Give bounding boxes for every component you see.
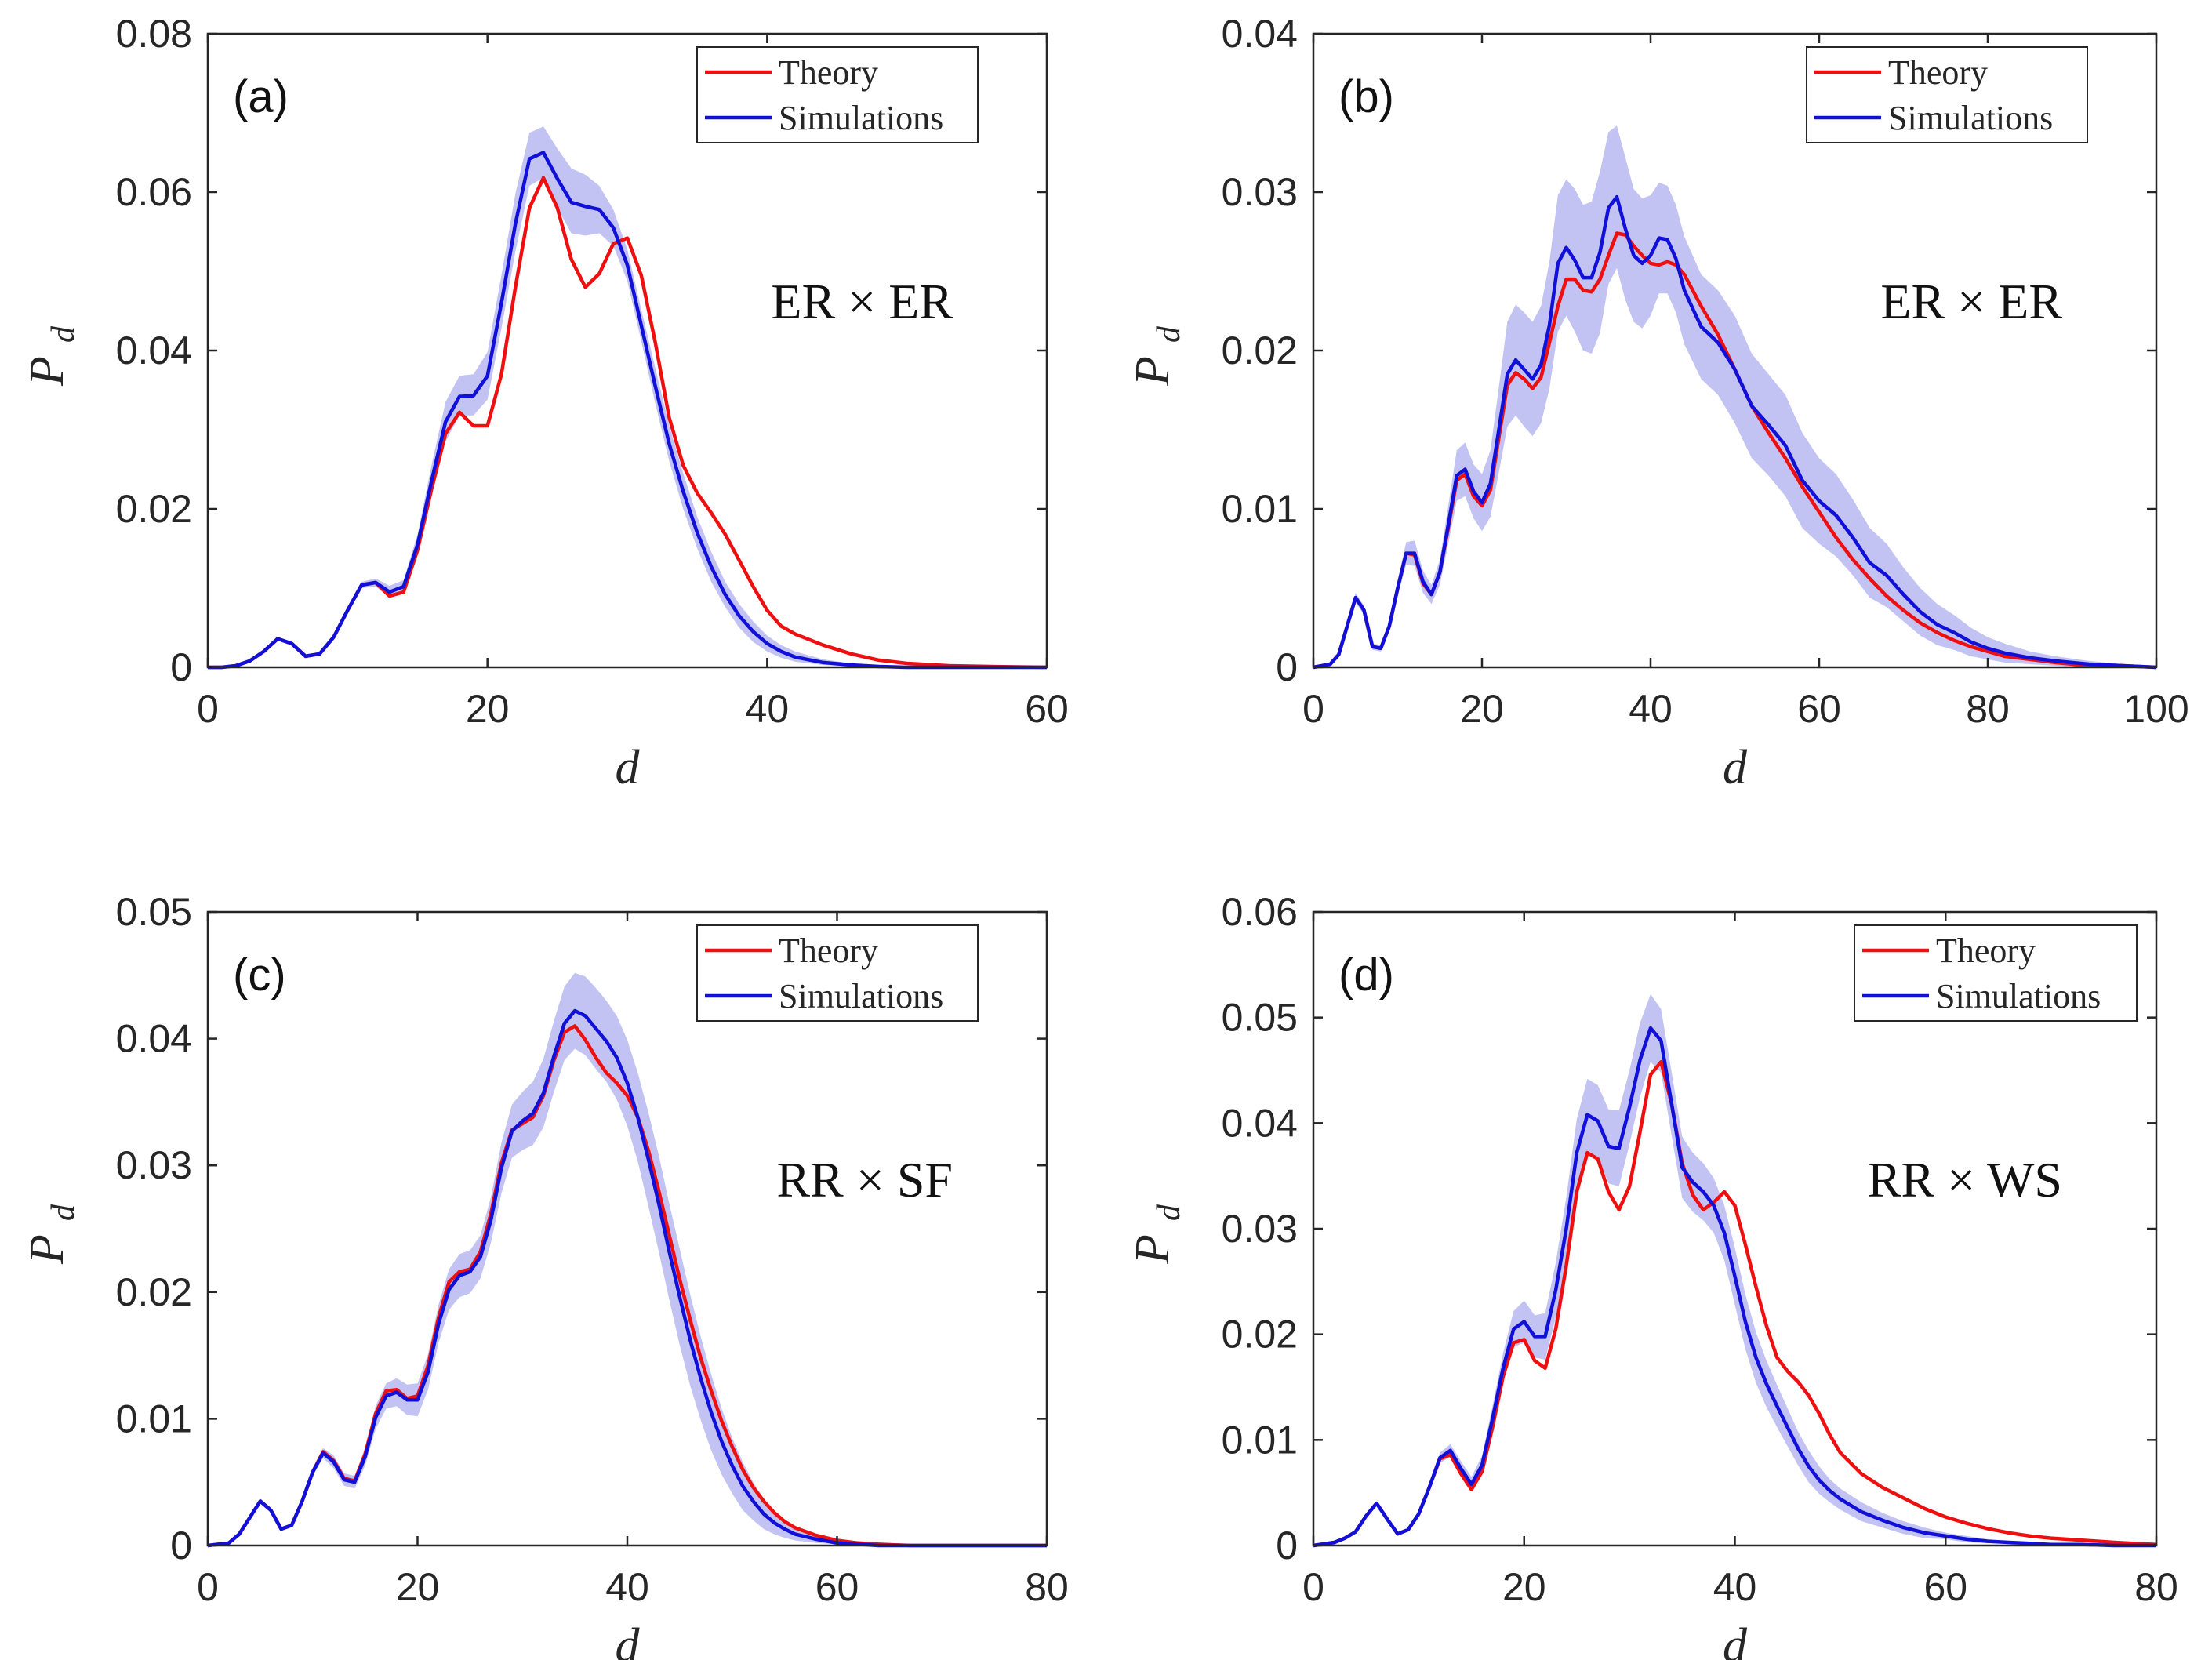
x-tick-label: 0	[197, 1565, 219, 1609]
y-tick-label: 0.05	[116, 890, 192, 934]
y-tick-label: 0.05	[1222, 996, 1298, 1040]
x-axis-label: d	[616, 1619, 641, 1660]
y-axis-label-main: P	[20, 356, 74, 387]
y-axis-label-main: P	[20, 1234, 74, 1265]
y-tick-label: 0.03	[1222, 170, 1298, 214]
x-tick-label: 40	[746, 687, 790, 731]
x-tick-label: 80	[2134, 1565, 2178, 1609]
y-tick-label: 0.03	[1222, 1207, 1298, 1251]
y-tick-label: 0	[1276, 645, 1298, 689]
legend-box	[1806, 46, 2088, 143]
x-tick-label: 80	[1025, 1565, 1069, 1609]
legend-simulations-label: Simulations	[1888, 99, 2053, 137]
simulations-line	[208, 151, 1047, 670]
legend-theory-label: Theory	[779, 53, 878, 92]
x-axis-label: d	[616, 741, 641, 794]
legend-theory-label: Theory	[779, 932, 878, 970]
y-tick-label: 0.02	[116, 1270, 192, 1314]
y-tick-label: 0	[170, 645, 192, 689]
x-tick-label: 20	[466, 687, 510, 731]
x-tick-label: 40	[1629, 687, 1673, 731]
x-tick-label: 20	[396, 1565, 440, 1609]
y-tick-label: 0.04	[1222, 12, 1298, 56]
simulations-band	[208, 972, 1047, 1546]
x-tick-label: 20	[1502, 1565, 1546, 1609]
legend: Theory Simulations	[1854, 924, 2138, 1022]
y-tick-label: 0.01	[116, 1397, 192, 1440]
network-label: ER × ER	[771, 274, 953, 329]
y-tick-label: 0.06	[116, 170, 192, 214]
x-tick-label: 0	[1302, 687, 1324, 731]
x-tick-label: 40	[605, 1565, 649, 1609]
y-tick-label: 0.04	[1222, 1101, 1298, 1145]
legend-box	[1854, 924, 2138, 1022]
panel-label: (b)	[1338, 71, 1394, 122]
legend: Theory Simulations	[696, 46, 979, 143]
y-tick-label: 0.01	[1222, 487, 1298, 531]
x-tick-label: 0	[197, 687, 219, 731]
y-tick-label: 0.02	[116, 487, 192, 531]
x-tick-label: 20	[1460, 687, 1504, 731]
legend-simulations-label: Simulations	[779, 977, 943, 1015]
y-axis-label-subscript: d	[45, 325, 82, 343]
y-axis-label-main: P	[1126, 356, 1179, 387]
simulations-line	[1313, 1026, 2156, 1548]
network-label: RR × WS	[1868, 1152, 2062, 1208]
legend-box	[696, 924, 979, 1022]
x-tick-label: 40	[1713, 1565, 1757, 1609]
legend-theory-label: Theory	[1888, 53, 1988, 92]
y-axis-label-subscript: d	[1151, 1204, 1187, 1221]
y-tick-label: 0	[170, 1524, 192, 1567]
y-axis-label: Pd	[20, 325, 82, 387]
y-axis-label: Pd	[1126, 325, 1187, 387]
network-label: RR × SF	[776, 1152, 953, 1208]
panel-label: (d)	[1338, 950, 1394, 1001]
y-tick-label: 0.01	[1222, 1418, 1298, 1462]
legend: Theory Simulations	[696, 924, 979, 1022]
y-axis-label-main: P	[1126, 1234, 1179, 1265]
y-tick-label: 0.04	[116, 329, 192, 372]
y-axis-label-subscript: d	[1151, 325, 1187, 343]
x-tick-label: 100	[2123, 687, 2188, 731]
y-tick-label: 0	[1276, 1524, 1298, 1567]
simulations-line	[1313, 194, 2157, 670]
legend-simulations-label: Simulations	[1936, 977, 2101, 1015]
x-tick-label: 60	[1923, 1565, 1967, 1609]
x-tick-label: 80	[1966, 687, 2010, 731]
panel-label: (a)	[233, 71, 289, 122]
legend-box	[696, 46, 979, 143]
x-tick-label: 60	[815, 1565, 859, 1609]
simulations-band	[1313, 125, 2156, 667]
panel-label: (c)	[233, 950, 286, 1001]
x-tick-label: 0	[1302, 1565, 1324, 1609]
simulations-line	[207, 1008, 1047, 1548]
x-tick-label: 60	[1025, 687, 1069, 731]
y-tick-label: 0.03	[116, 1143, 192, 1187]
y-tick-label: 0.04	[116, 1017, 192, 1061]
y-axis-label-subscript: d	[45, 1204, 82, 1221]
y-axis-label: Pd	[1126, 1204, 1187, 1265]
y-tick-label: 0.08	[116, 12, 192, 56]
x-tick-label: 60	[1797, 687, 1841, 731]
legend-theory-label: Theory	[1936, 932, 2036, 970]
y-tick-label: 0.02	[1222, 329, 1298, 372]
y-tick-label: 0.06	[1222, 890, 1298, 934]
x-axis-label: d	[1723, 1619, 1748, 1660]
x-axis-label: d	[1723, 741, 1748, 794]
legend: Theory Simulations	[1806, 46, 2088, 143]
y-axis-label: Pd	[20, 1204, 82, 1265]
chart-panel-d: 0 20 40 60 8000.010.020.030.040.050.06dPd(d)…	[1126, 890, 2178, 1660]
network-label: ER × ER	[1880, 274, 2062, 329]
legend-simulations-label: Simulations	[779, 99, 943, 137]
y-tick-label: 0.02	[1222, 1313, 1298, 1357]
